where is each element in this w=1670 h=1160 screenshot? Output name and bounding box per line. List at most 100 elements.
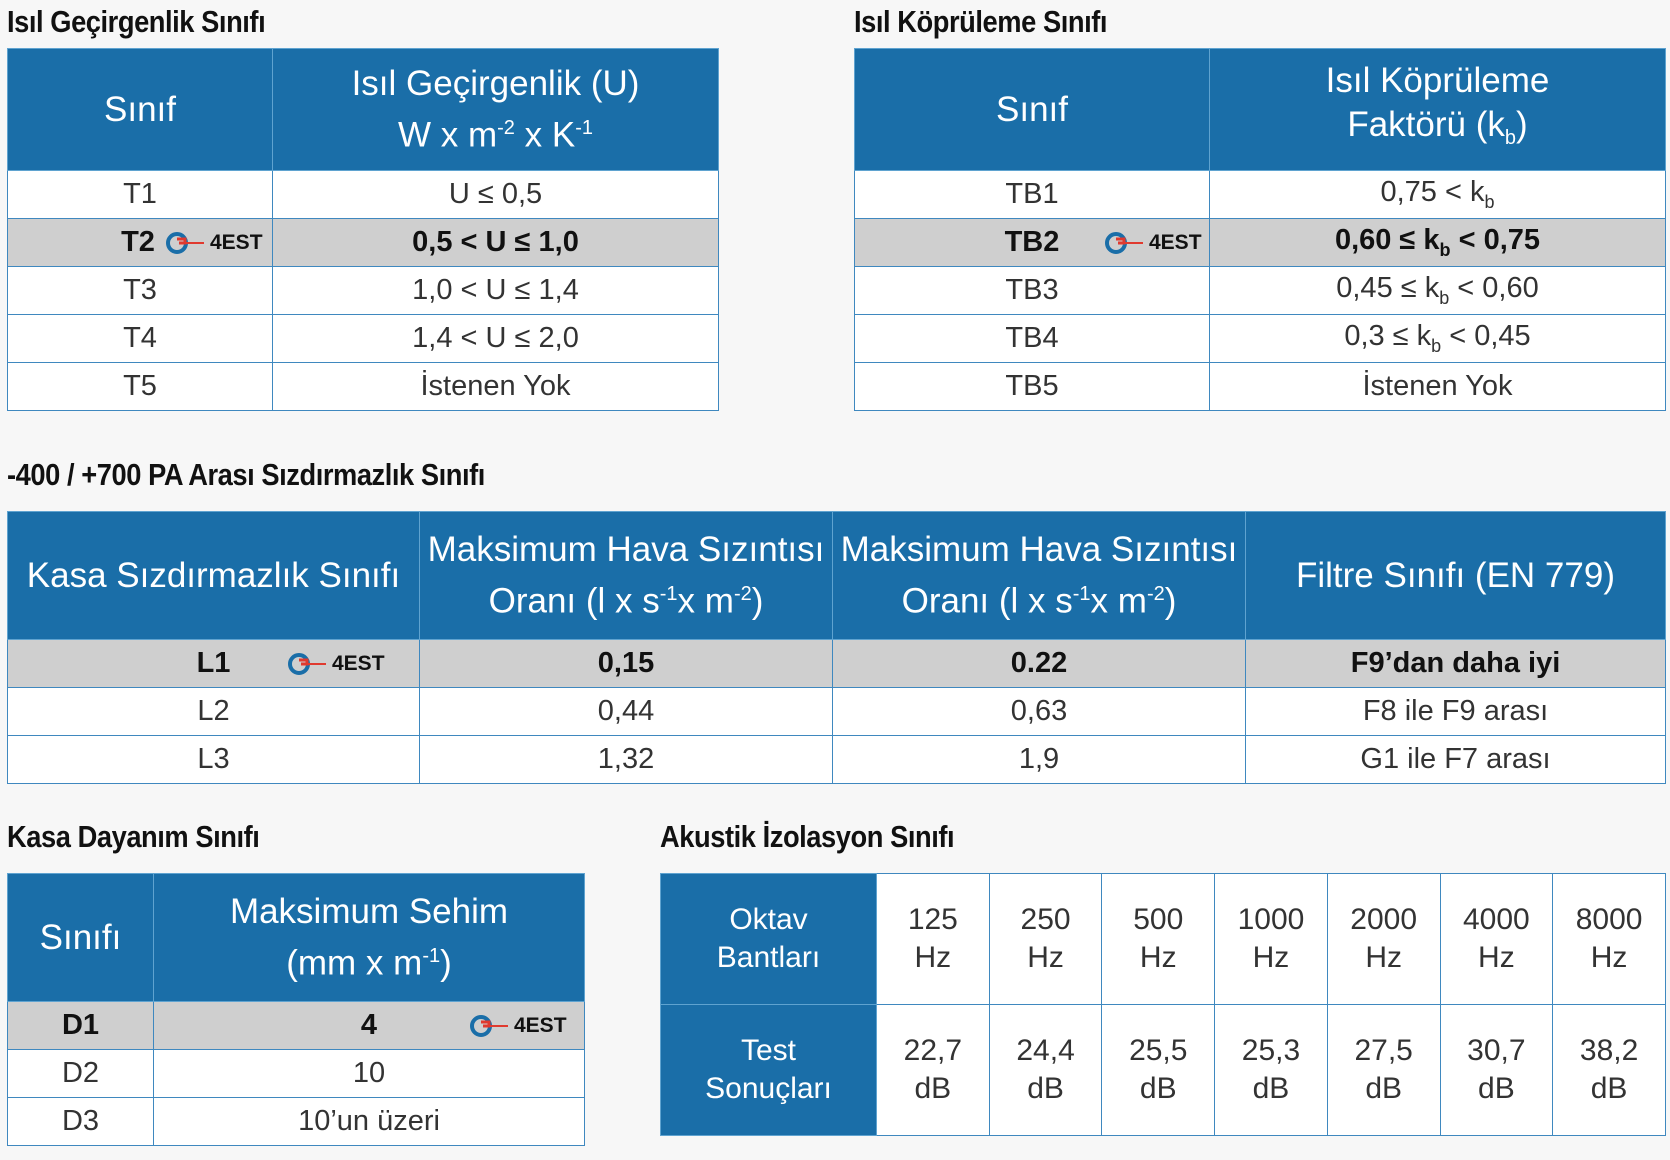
leakage-section: -400 / +700 PA Arası Sızdırmazlık Sınıfı… — [7, 457, 1666, 784]
freq-cell: 8000 Hz — [1552, 873, 1666, 1005]
filter-cell: G1 ile F7 arası — [1245, 735, 1666, 784]
bridging-header-class: Sınıf — [854, 48, 1210, 171]
strength-header-a: (mm x m — [286, 943, 423, 983]
value-cell: İstenen Yok — [1209, 362, 1666, 411]
results-header: Test Sonuçları — [660, 1004, 877, 1136]
leakage-header-filter: Filtre Sınıfı (EN 779) — [1245, 511, 1666, 640]
freq-unit: Hz — [1365, 941, 1402, 974]
class-cell: L2 — [7, 687, 420, 736]
4est-logo: 4EST — [470, 1014, 567, 1038]
filter-cell: F9’dan daha iyi — [1245, 639, 1666, 688]
class-cell: D2 — [7, 1049, 154, 1098]
4est-logo-text: 4EST — [514, 1013, 567, 1037]
table-row: TB3 0,45 ≤ kb < 0,60 — [854, 266, 1666, 315]
table-row: T3 1,0 < U ≤ 1,4 — [7, 266, 719, 315]
value-text-post: < 0,60 — [1449, 272, 1539, 305]
value-sub: b — [1439, 287, 1450, 308]
freq-unit: Hz — [914, 941, 952, 974]
results-header-line1: Test — [740, 1034, 797, 1067]
value-cell: 0,5 < U ≤ 1,0 — [272, 218, 719, 267]
result-cell: 25,3 dB — [1214, 1004, 1328, 1136]
class-cell: TB4 — [854, 314, 1210, 363]
strength-title: Kasa Dayanım Sınıfı — [7, 819, 260, 854]
thermal-header-value: Isıl Geçirgenlik (U) W x m-2 x K-1 — [272, 48, 719, 171]
table-row: D3 10’un üzeri — [7, 1097, 585, 1146]
freq-value: 250 — [1020, 903, 1071, 936]
class-cell: TB2 4EST — [854, 218, 1210, 267]
freq-value: 500 — [1133, 903, 1184, 936]
bridging-header-sub: b — [1504, 127, 1516, 149]
freq-unit: Hz — [1027, 941, 1064, 974]
leakage-header-rate-2-sup2: -2 — [1146, 582, 1165, 605]
value-cell: 4 4EST — [153, 1001, 585, 1050]
4est-logo-text: 4EST — [1149, 230, 1202, 254]
thermal-header-line1: Isıl Geçirgenlik (U) — [351, 63, 640, 103]
value-cell: 1,4 < U ≤ 2,0 — [272, 314, 719, 363]
result-value: 24,4 — [1016, 1034, 1075, 1067]
strength-header-value: Maksimum Sehim (mm x m-1) — [153, 873, 585, 1002]
acoustic-section: Akustik İzolasyon Sınıfı Oktav Bantları 1… — [660, 819, 1666, 1136]
strength-header-line1: Maksimum Sehim — [229, 891, 509, 931]
value-cell: 10’un üzeri — [153, 1097, 585, 1146]
class-label: TB2 — [1004, 226, 1060, 258]
4est-logo-icon — [288, 652, 326, 675]
table-row: T1 U ≤ 0,5 — [7, 170, 719, 219]
4est-logo: 4EST — [288, 652, 385, 676]
octave-header-line2: Bantları — [716, 941, 821, 974]
value-text-post: < 0,75 — [1450, 224, 1541, 257]
value-sub: b — [1484, 191, 1495, 212]
leakage-header-rate-2-a: Oranı (l x s — [901, 581, 1073, 621]
table-row-highlighted: TB2 4EST 0,60 ≤ kb < 0,75 — [854, 218, 1666, 267]
value-text: 4 — [360, 1009, 378, 1041]
class-cell: T2 4EST — [7, 218, 273, 267]
thermal-header-sup2: -1 — [575, 116, 594, 139]
bridging-header-line2b: ) — [1516, 105, 1528, 144]
bridging-table: Sınıf Isıl Köprüleme Faktörü (kb) TB1 0,… — [854, 48, 1666, 411]
leakage-header-rate-2-sup1: -1 — [1072, 582, 1091, 605]
result-cell: 30,7 dB — [1439, 1004, 1554, 1136]
value-cell: 1,0 < U ≤ 1,4 — [272, 266, 719, 315]
class-cell: TB3 — [854, 266, 1210, 315]
result-cell: 25,5 dB — [1101, 1004, 1216, 1136]
octave-header: Oktav Bantları — [660, 873, 877, 1005]
octave-header-line1: Oktav — [729, 903, 808, 936]
bridging-header-value: Isıl Köprüleme Faktörü (kb) — [1209, 48, 1666, 171]
value-cell: 0,75 < kb — [1209, 170, 1666, 219]
class-label: L1 — [196, 647, 231, 679]
4est-logo-icon — [1105, 231, 1143, 254]
freq-value: 8000 — [1575, 903, 1643, 936]
value-text: 0,3 ≤ k — [1344, 320, 1432, 353]
4est-logo-text: 4EST — [332, 651, 385, 675]
value-text-post: < 0,45 — [1441, 320, 1531, 353]
result-unit: dB — [1252, 1072, 1290, 1105]
rate-2-cell: 0,63 — [832, 687, 1246, 736]
table-row-highlighted: L1 4EST 0,15 0.22 F9’dan daha iyi — [7, 639, 1666, 688]
table-row: D2 10 — [7, 1049, 585, 1098]
table-row: T5 İstenen Yok — [7, 362, 719, 411]
class-cell: TB1 — [854, 170, 1210, 219]
freq-value: 125 — [907, 903, 958, 936]
strength-header-sup: -1 — [422, 944, 441, 967]
result-cell: 38,2 dB — [1552, 1004, 1666, 1136]
result-unit: dB — [1590, 1072, 1628, 1105]
leakage-header-rate-2-c: ) — [1164, 581, 1177, 621]
result-unit: dB — [1027, 1072, 1064, 1105]
value-sub: b — [1439, 239, 1451, 260]
value-cell: İstenen Yok — [272, 362, 719, 411]
freq-unit: Hz — [1478, 941, 1515, 974]
result-value: 22,7 — [903, 1034, 963, 1067]
4est-logo: 4EST — [166, 231, 263, 255]
result-value: 30,7 — [1467, 1034, 1526, 1067]
value-cell: 10 — [153, 1049, 585, 1098]
table-row-highlighted: T2 4EST 0,5 < U ≤ 1,0 — [7, 218, 719, 267]
class-cell: L1 4EST — [7, 639, 420, 688]
thermal-header-sup1: -2 — [497, 116, 515, 139]
freq-unit: Hz — [1139, 941, 1177, 974]
table-row: L2 0,44 0,63 F8 ile F9 arası — [7, 687, 1666, 736]
thermal-title: Isıl Geçirgenlik Sınıfı — [7, 4, 266, 39]
rate-2-cell: 1,9 — [832, 735, 1246, 784]
bridging-title: Isıl Köprüleme Sınıfı — [854, 4, 1107, 39]
value-text: 0,75 < k — [1380, 176, 1485, 209]
result-value: 38,2 — [1579, 1034, 1639, 1067]
thermal-table: Sınıf Isıl Geçirgenlik (U) W x m-2 x K-1… — [7, 48, 719, 411]
